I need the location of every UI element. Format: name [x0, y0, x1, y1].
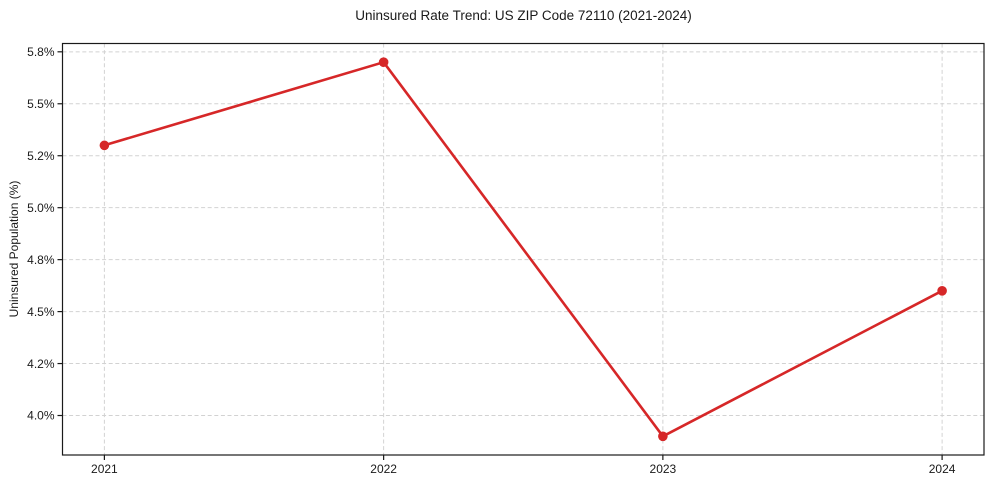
- x-tick-label: 2024: [929, 462, 956, 476]
- y-axis-label: Uninsured Population (%): [7, 180, 21, 318]
- y-tick-label: 4.2%: [27, 357, 55, 371]
- chart-title: Uninsured Rate Trend: US ZIP Code 72110 …: [355, 8, 692, 23]
- x-tick-label: 2021: [91, 462, 118, 476]
- data-point-2021: [99, 140, 110, 151]
- y-tick-label: 5.5%: [27, 97, 55, 111]
- data-point-2023: [658, 431, 668, 442]
- data-point-2024: [937, 286, 947, 296]
- data-point-2022: [378, 57, 389, 68]
- x-tick-label: 2022: [370, 462, 397, 476]
- y-tick-label: 5.0%: [27, 201, 55, 215]
- y-tick-label: 4.8%: [27, 253, 55, 267]
- axes-spine: [61, 42, 985, 456]
- y-tick-label: 4.0%: [27, 409, 55, 423]
- trend-line: [103, 60, 944, 438]
- y-tick-label: 5.8%: [27, 45, 55, 59]
- y-tick-label: 5.2%: [27, 149, 55, 163]
- x-tick-label: 2023: [650, 462, 677, 476]
- y-tick-label: 4.5%: [27, 305, 55, 319]
